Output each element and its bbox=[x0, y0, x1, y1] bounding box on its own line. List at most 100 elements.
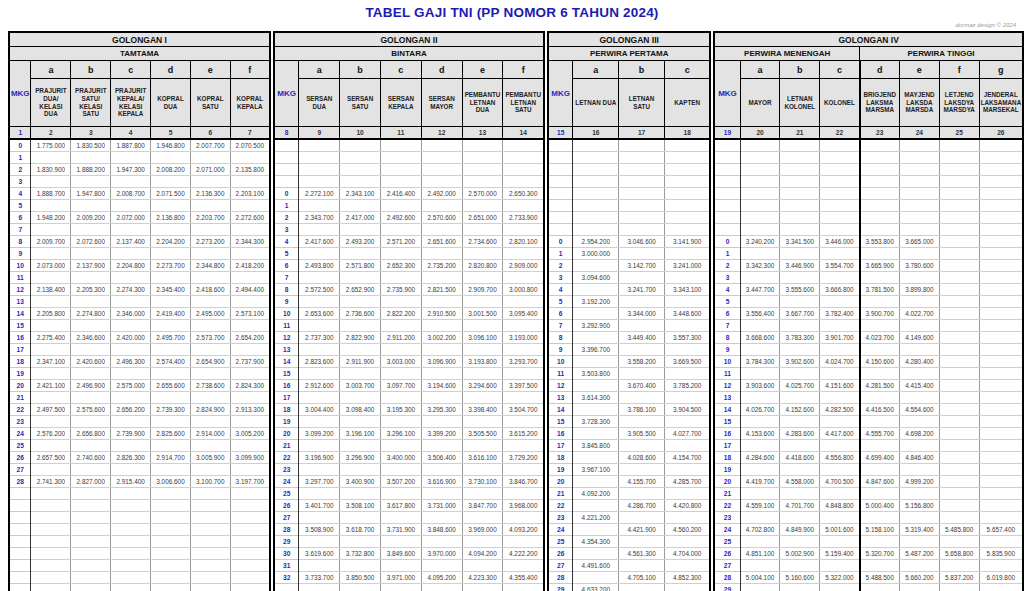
salary-value bbox=[151, 368, 191, 380]
salary-value: 4.491.600 bbox=[573, 560, 619, 572]
salary-value bbox=[740, 224, 780, 236]
salary-value: 4.355.400 bbox=[503, 572, 544, 584]
salary-value bbox=[573, 524, 619, 536]
mkg-value: 4 bbox=[714, 284, 740, 296]
salary-value bbox=[939, 380, 979, 392]
table-row: 234.221.200 bbox=[548, 512, 710, 524]
salary-value bbox=[299, 392, 340, 404]
table-row: 122.737.3002.822.9002.911.2003.002.2003.… bbox=[274, 332, 544, 344]
table-row: 25 bbox=[274, 488, 544, 500]
mkg-value: 24 bbox=[548, 524, 573, 536]
salary-value: 4.421.900 bbox=[619, 524, 665, 536]
mkg-value: 17 bbox=[548, 440, 573, 452]
salary-value bbox=[462, 488, 503, 500]
mkg-value: 11 bbox=[714, 368, 740, 380]
mkg-value: 1 bbox=[548, 248, 573, 260]
table-row bbox=[9, 512, 270, 524]
salary-value bbox=[899, 152, 939, 164]
salary-value bbox=[299, 464, 340, 476]
salary-value: 3.344.000 bbox=[619, 308, 665, 320]
salary-value: 2.657.500 bbox=[31, 452, 71, 464]
salary-value bbox=[71, 152, 111, 164]
salary-value: 3.666.800 bbox=[820, 284, 860, 296]
salary-value bbox=[340, 152, 381, 164]
mkg-value bbox=[9, 572, 31, 584]
table-row: 53.192.200 bbox=[548, 296, 710, 308]
table-row: 162.275.4002.346.6002.420.0002.495.7002.… bbox=[9, 332, 270, 344]
salary-value bbox=[462, 368, 503, 380]
salary-value: 3.731.000 bbox=[421, 500, 462, 512]
mkg-value bbox=[274, 152, 299, 164]
salary-value bbox=[230, 416, 270, 428]
salary-value bbox=[619, 188, 665, 200]
salary-value: 3.398.400 bbox=[462, 404, 503, 416]
salary-value bbox=[151, 584, 191, 591]
mkg-value: 1 bbox=[274, 200, 299, 212]
salary-value bbox=[979, 560, 1023, 572]
salary-value bbox=[503, 416, 544, 428]
salary-value: 2.419.400 bbox=[151, 308, 191, 320]
salary-value bbox=[939, 584, 979, 591]
salary-value bbox=[860, 176, 900, 188]
table-row: 93.396.700 bbox=[548, 344, 710, 356]
mkg-value: 0 bbox=[548, 236, 573, 248]
table-row: 162.912.6003.003.7003.097.7003.194.6003.… bbox=[274, 380, 544, 392]
salary-value: 2.827.000 bbox=[71, 476, 111, 488]
salary-value bbox=[421, 560, 462, 572]
salary-value bbox=[71, 320, 111, 332]
table-row: 1 bbox=[9, 152, 270, 164]
salary-value: 2.736.600 bbox=[340, 308, 381, 320]
salary-value bbox=[820, 440, 860, 452]
salary-value bbox=[939, 464, 979, 476]
table-row: 17 bbox=[274, 392, 544, 404]
salary-value: 1.830.500 bbox=[71, 139, 111, 152]
salary-value bbox=[31, 416, 71, 428]
salary-value bbox=[979, 356, 1023, 368]
mkg-value: 7 bbox=[714, 320, 740, 332]
table-row: 63.344.0003.448.600 bbox=[548, 308, 710, 320]
mkg-value: 9 bbox=[714, 344, 740, 356]
salary-value: 4.283.600 bbox=[780, 428, 820, 440]
salary-value bbox=[740, 368, 780, 380]
salary-value bbox=[230, 536, 270, 548]
category-title: PERWIRA PERTAMA bbox=[548, 47, 710, 61]
salary-value: 2.072.600 bbox=[71, 236, 111, 248]
table-row: 144.026.7004.152.6004.282.5004.416.5004.… bbox=[714, 404, 1023, 416]
mkg-value: 8 bbox=[274, 284, 299, 296]
salary-value: 2.344.800 bbox=[190, 260, 230, 272]
mkg-value: 12 bbox=[9, 284, 31, 296]
table-row: 264.851.1005.002.9005.159.4005.320.7005.… bbox=[714, 548, 1023, 560]
salary-value: 2.822.200 bbox=[380, 308, 421, 320]
salary-value bbox=[340, 488, 381, 500]
salary-value bbox=[860, 224, 900, 236]
salary-value: 2.574.400 bbox=[151, 356, 191, 368]
salary-value bbox=[899, 488, 939, 500]
salary-value bbox=[190, 560, 230, 572]
salary-value bbox=[230, 524, 270, 536]
salary-value bbox=[665, 200, 711, 212]
salary-value bbox=[780, 296, 820, 308]
salary-value: 2.653.600 bbox=[299, 308, 340, 320]
salary-value: 2.416.400 bbox=[380, 188, 421, 200]
salary-value: 2.954.200 bbox=[573, 236, 619, 248]
salary-value: 2.272.600 bbox=[230, 212, 270, 224]
salary-value bbox=[230, 560, 270, 572]
salary-value bbox=[573, 452, 619, 464]
column-number: 2 bbox=[31, 127, 71, 140]
salary-value bbox=[71, 224, 111, 236]
salary-value bbox=[421, 296, 462, 308]
mkg-value: 17 bbox=[274, 392, 299, 404]
table-row: 1 bbox=[274, 200, 544, 212]
salary-value bbox=[421, 176, 462, 188]
salary-value bbox=[979, 488, 1023, 500]
salary-value bbox=[665, 560, 711, 572]
salary-value bbox=[939, 248, 979, 260]
salary-value: 3.902.600 bbox=[780, 356, 820, 368]
salary-value: 3.004.400 bbox=[299, 404, 340, 416]
salary-value bbox=[979, 320, 1023, 332]
golongan-title: GOLONGAN IV bbox=[714, 32, 1023, 47]
salary-value bbox=[939, 368, 979, 380]
salary-value: 4.150.600 bbox=[860, 356, 900, 368]
table-row: 25 bbox=[9, 440, 270, 452]
salary-value bbox=[979, 284, 1023, 296]
